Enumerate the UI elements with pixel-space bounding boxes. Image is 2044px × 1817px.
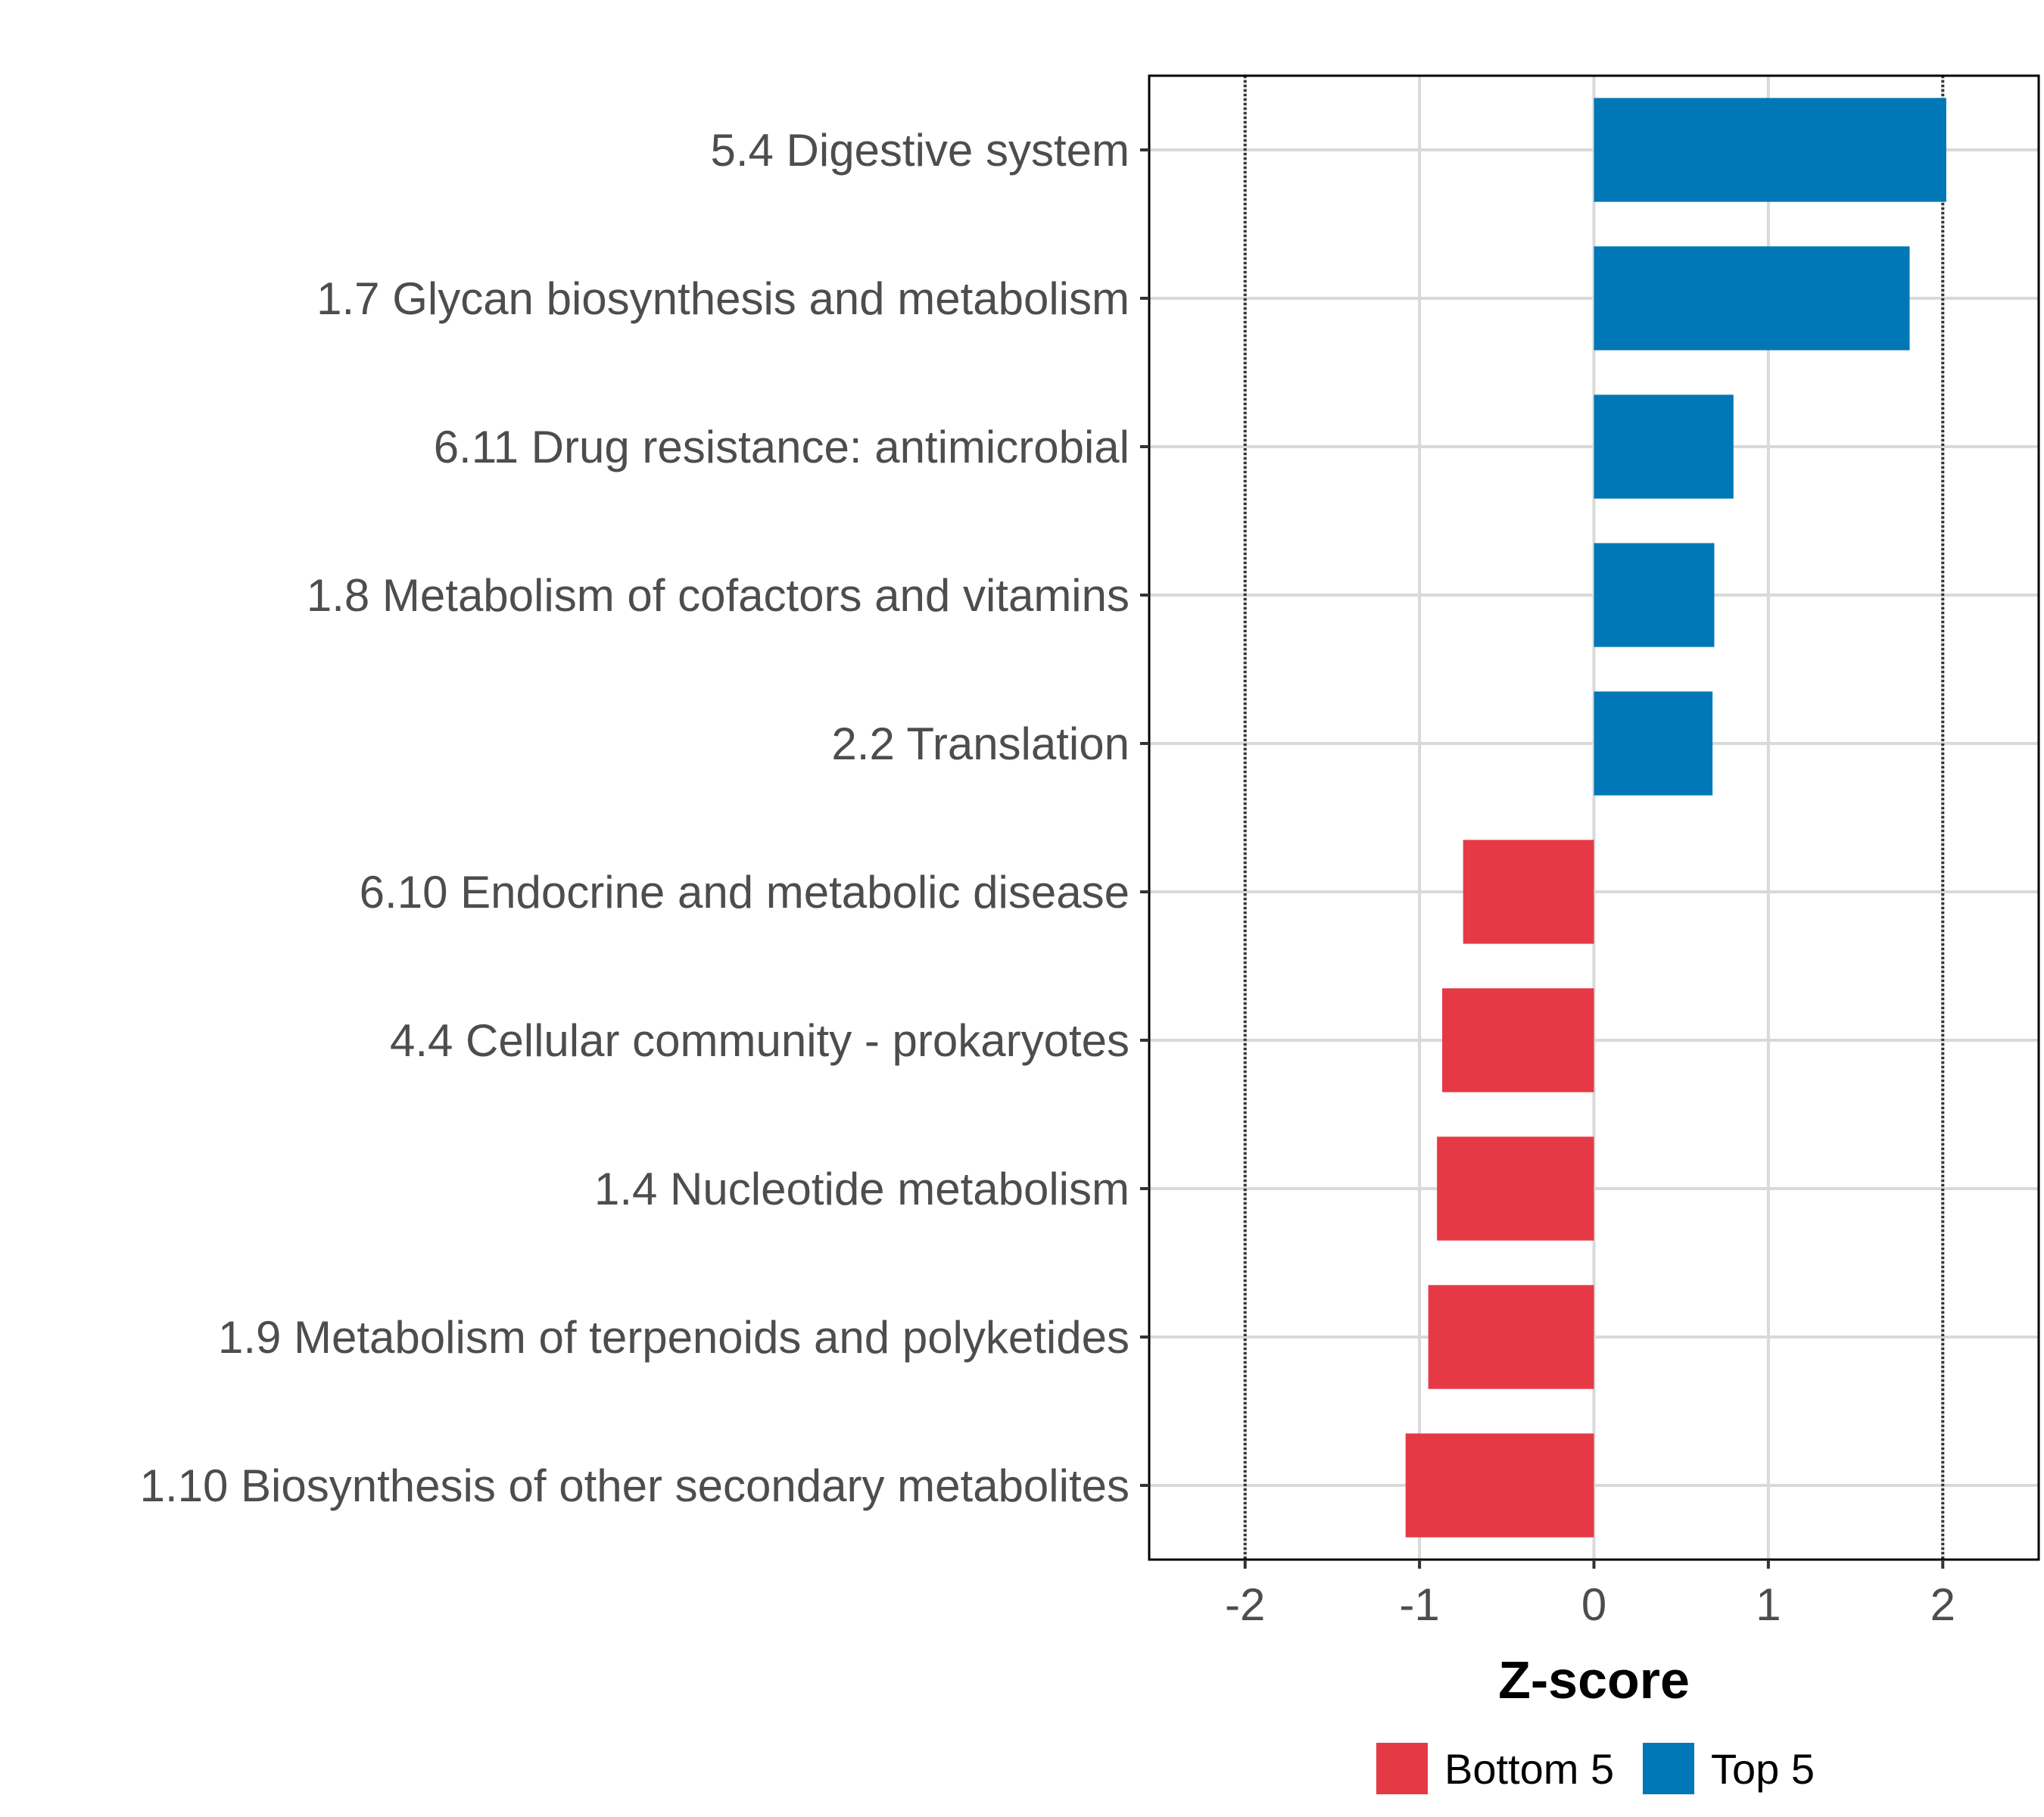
category-label: 1.10 Biosynthesis of other secondary met… — [140, 1460, 1129, 1511]
x-tick-label: 1 — [1756, 1579, 1781, 1630]
bar — [1428, 1285, 1594, 1389]
category-label: 5.4 Digestive system — [710, 125, 1129, 176]
category-label: 4.4 Cellular community - prokaryotes — [390, 1015, 1129, 1066]
bar — [1594, 691, 1713, 796]
x-axis: -2 -1 0 1 2 — [1225, 1560, 1955, 1630]
category-label: 1.7 Glycan biosynthesis and metabolism — [316, 273, 1129, 324]
legend-label: Top 5 — [1711, 1745, 1815, 1793]
legend: Bottom 5 Top 5 — [1376, 1743, 1815, 1794]
bar — [1594, 394, 1734, 499]
category-label: 1.9 Metabolism of terpenoids and polyket… — [218, 1312, 1129, 1363]
x-tick-label: -1 — [1399, 1579, 1439, 1630]
category-label: 6.11 Drug resistance: antimicrobial — [434, 422, 1129, 472]
bar — [1594, 98, 1946, 202]
legend-swatch — [1643, 1743, 1694, 1794]
legend-swatch — [1376, 1743, 1428, 1794]
category-label: 1.4 Nucleotide metabolism — [594, 1164, 1129, 1214]
bar — [1594, 246, 1910, 351]
x-tick-label: 0 — [1581, 1579, 1606, 1630]
legend-label: Bottom 5 — [1444, 1745, 1614, 1793]
y-axis: 5.4 Digestive system 1.7 Glycan biosynthe… — [140, 125, 1149, 1511]
x-tick-label: 2 — [1930, 1579, 1955, 1630]
bar — [1594, 543, 1715, 647]
x-axis-title: Z-score — [1498, 1650, 1690, 1709]
category-label: 2.2 Translation — [831, 718, 1129, 769]
x-tick-label: -2 — [1225, 1579, 1265, 1630]
bars — [1405, 98, 1946, 1538]
bar — [1463, 840, 1594, 944]
reference-lines — [1243, 76, 1945, 1560]
category-label: 1.8 Metabolism of cofactors and vitamins — [307, 570, 1129, 621]
bar — [1405, 1433, 1594, 1538]
bar — [1437, 1136, 1594, 1241]
category-label: 6.10 Endocrine and metabolic disease — [360, 867, 1129, 918]
bar — [1442, 988, 1594, 1092]
